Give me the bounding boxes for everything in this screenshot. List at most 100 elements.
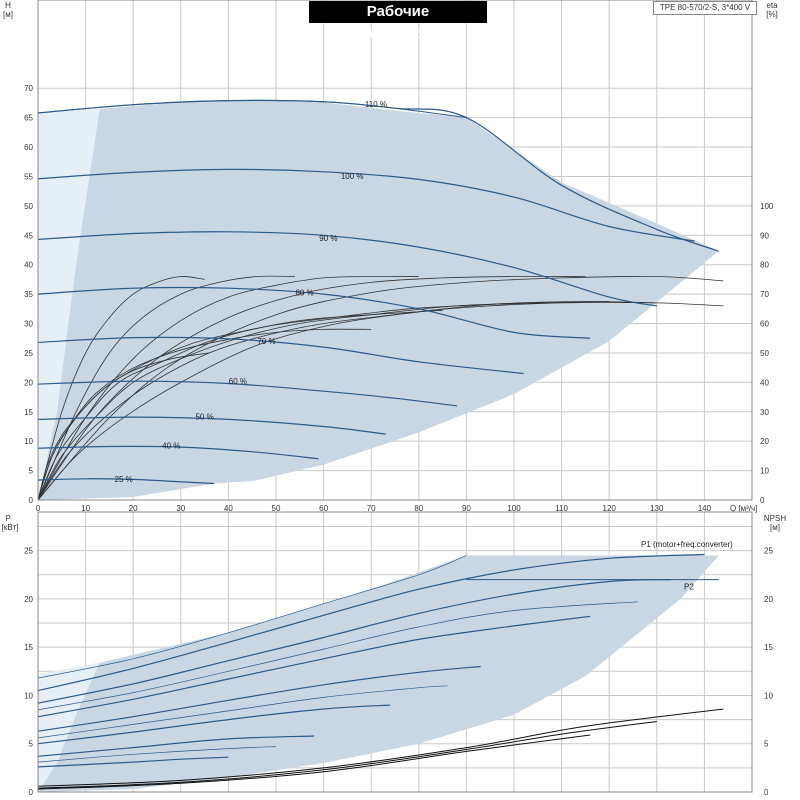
p-curve <box>37 735 315 757</box>
speed-curve <box>37 416 386 435</box>
eta-tick-label: 60 <box>760 320 769 329</box>
h-tick-label: 25 <box>24 349 33 358</box>
eta-tick-label: 80 <box>760 261 769 270</box>
q-tick-label: 80 <box>414 504 423 513</box>
speed-curve <box>37 478 215 485</box>
p-axis-label: P <box>5 514 10 523</box>
h-tick-label: 60 <box>24 143 33 152</box>
eta-curve <box>37 275 724 501</box>
eta-tick-label: 100 <box>760 202 774 211</box>
q-tick-label: 10 <box>81 504 90 513</box>
head-plot-frame <box>37 0 753 501</box>
speed-curve-label: 40 % <box>162 441 180 450</box>
speed-curve-label: 80 % <box>295 288 313 297</box>
npsh-axis-unit: [м] <box>770 523 780 532</box>
p-thin-curve <box>37 746 277 763</box>
p-curve <box>37 756 229 768</box>
p-axis-unit: [кВт] <box>2 523 19 532</box>
speed-curve-label: 50 % <box>195 412 213 421</box>
speed-curve-label: 70 % <box>257 337 275 346</box>
eta-tick-label: 30 <box>760 408 769 417</box>
p1-series-label: P1 (motor+freq.converter) <box>641 540 733 549</box>
eta-curve <box>37 302 553 501</box>
npsh-tick-label: 0 <box>764 788 769 797</box>
npsh-curve <box>37 721 657 789</box>
p-tick-label: 5 <box>29 740 34 749</box>
speed-curve <box>37 380 457 407</box>
eta-tick-label: 10 <box>760 467 769 476</box>
npsh-tick-label: 20 <box>764 595 773 604</box>
h-tick-label: 5 <box>29 467 34 476</box>
q-axis-label: Q [м³/ч] <box>730 504 757 513</box>
speed-curve <box>37 99 719 252</box>
eta-axis-label: eta <box>766 1 778 10</box>
p-curve <box>37 579 672 704</box>
eta-tick-label: 50 <box>760 349 769 358</box>
h-axis-unit: [м] <box>3 10 13 19</box>
power-envelope <box>38 555 719 792</box>
h-tick-label: 45 <box>24 231 33 240</box>
npsh-tick-label: 5 <box>764 740 769 749</box>
h-tick-label: 0 <box>29 496 34 505</box>
npsh-curve <box>37 708 724 787</box>
eta-tick-label: 90 <box>760 231 769 240</box>
power-envelope-light <box>38 662 100 792</box>
p-tick-label: 0 <box>29 788 34 797</box>
power-panel: 0 5 10 15 20 25 0 5 10 15 20 25 P[кВт] NPSH[м] P1 (mot… <box>2 511 786 797</box>
h-tick-label: 70 <box>24 84 33 93</box>
q-tick-label: 20 <box>129 504 138 513</box>
q-tick-label: 130 <box>650 504 664 513</box>
h-tick-label: 15 <box>24 408 33 417</box>
eta-axis-unit: [%] <box>766 10 778 19</box>
eta-tick-label: 70 <box>760 290 769 299</box>
q-tick-label: 0 <box>36 504 41 513</box>
speed-curve-label: 90 % <box>319 234 337 243</box>
q-tick-label: 40 <box>224 504 233 513</box>
p-tick-label: 25 <box>24 547 33 556</box>
p-curve <box>37 553 705 692</box>
head-envelope-light <box>38 108 100 500</box>
eta-curve <box>37 275 586 501</box>
q-tick-label: 100 <box>507 504 521 513</box>
h-tick-label: 10 <box>24 437 33 446</box>
speed-curve <box>37 286 591 339</box>
q-tick-label: 110 <box>555 504 568 513</box>
h-tick-label: 40 <box>24 261 33 270</box>
npsh-tick-label: 10 <box>764 691 773 700</box>
head-panel: 110 % 100 % 90 % 80 % 70 % 60 % 50 % 40 % 25 % 0 1… <box>3 0 778 513</box>
p-tick-label: 20 <box>24 595 33 604</box>
speed-curve-label: 100 % <box>341 172 364 181</box>
p-tick-label: 15 <box>24 643 33 652</box>
h-tick-label: 20 <box>24 378 33 387</box>
speed-curve-label: 60 % <box>229 377 247 386</box>
head-envelope <box>38 100 719 500</box>
speed-curve <box>37 231 657 307</box>
h-tick-label: 55 <box>24 172 33 181</box>
q-tick-label: 140 <box>698 504 712 513</box>
speed-curve <box>37 445 319 460</box>
p-curve <box>37 615 591 718</box>
p2-series-label: P2 <box>684 582 694 591</box>
h-tick-label: 65 <box>24 114 33 123</box>
eta-curve <box>37 328 372 501</box>
eta-curve <box>37 302 724 501</box>
speed-curve-label: 110 % <box>365 100 387 109</box>
q-tick-label: 70 <box>367 504 376 513</box>
pump-model-label: TPE 80-570/2-S, 3*400 V <box>653 1 757 15</box>
p-tick-label: 10 <box>24 691 33 700</box>
p-thin-curve <box>37 555 467 679</box>
eta-curve <box>37 276 205 501</box>
q-tick-label: 90 <box>462 504 471 513</box>
q-tick-label: 30 <box>176 504 185 513</box>
h-axis-label: H <box>5 1 11 10</box>
p-curve <box>37 665 481 732</box>
npsh-curve <box>37 734 591 790</box>
speed-curve <box>37 168 696 242</box>
eta-tick-label: 40 <box>760 378 769 387</box>
h-tick-label: 35 <box>24 290 33 299</box>
eta-curve <box>37 275 296 501</box>
q-tick-label: 50 <box>272 504 281 513</box>
eta-curve <box>37 301 657 501</box>
p-thin-curve <box>37 601 638 711</box>
